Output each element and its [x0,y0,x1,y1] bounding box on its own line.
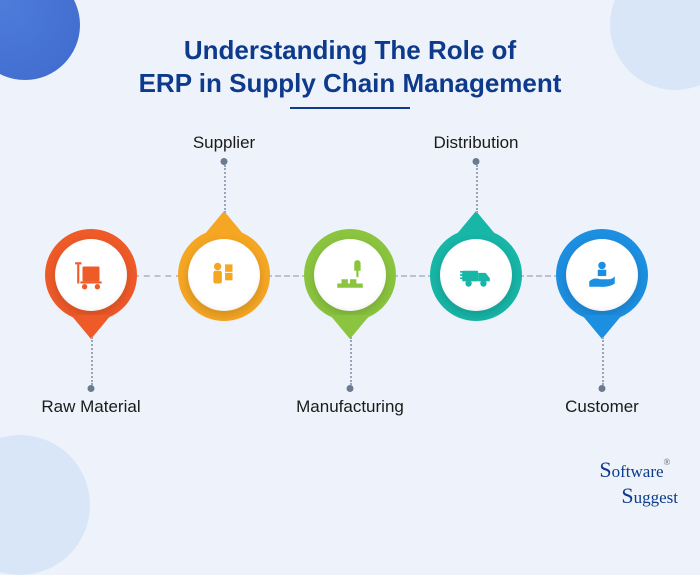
corner-accent-bottomleft [0,435,90,575]
hand-person-icon [566,239,638,311]
node-manufacturing: Manufacturing [304,229,396,321]
node-supplier: Supplier [178,229,270,321]
leader-dot [88,385,95,392]
brand-reg: ® [664,457,671,467]
leader-dot [221,158,228,165]
node-raw-material: Raw Material [45,229,137,321]
leader-dot [599,385,606,392]
leader-dot [473,158,480,165]
node-label: Customer [565,397,639,417]
truck-icon [440,239,512,311]
title-line-2: ERP in Supply Chain Management [0,67,700,100]
node-label: Supplier [193,133,255,153]
brand-p2: oftware [612,462,664,481]
title-line-1: Understanding The Role of [0,34,700,67]
node-label: Manufacturing [296,397,404,417]
supply-chain-row: Raw MaterialSupplierManufacturingDistrib… [0,275,700,276]
leader-line [350,337,352,385]
worker-boxes-icon [188,239,260,311]
brand-logo: Software® Suggest [599,457,678,509]
leader-dot [347,385,354,392]
pin-shape [304,229,396,321]
pin-shape [178,229,270,321]
pin-shape [45,229,137,321]
brand-s2: S [621,483,633,508]
page-title: Understanding The Role of ERP in Supply … [0,0,700,109]
chain-connector [518,275,560,277]
leader-line [476,165,478,213]
leader-line [224,165,226,213]
brand-s1: S [599,457,611,482]
robot-arm-icon [314,239,386,311]
chain-connector [266,275,308,277]
trolley-icon [55,239,127,311]
node-distribution: Distribution [430,229,522,321]
leader-line [91,337,93,385]
chain-connector [392,275,434,277]
node-customer: Customer [556,229,648,321]
title-underline [290,107,410,109]
chain-connector [133,275,182,277]
pin-shape [556,229,648,321]
node-label: Distribution [433,133,518,153]
brand-p4: uggest [634,488,678,507]
pin-shape [430,229,522,321]
leader-line [602,337,604,385]
node-label: Raw Material [41,397,140,417]
